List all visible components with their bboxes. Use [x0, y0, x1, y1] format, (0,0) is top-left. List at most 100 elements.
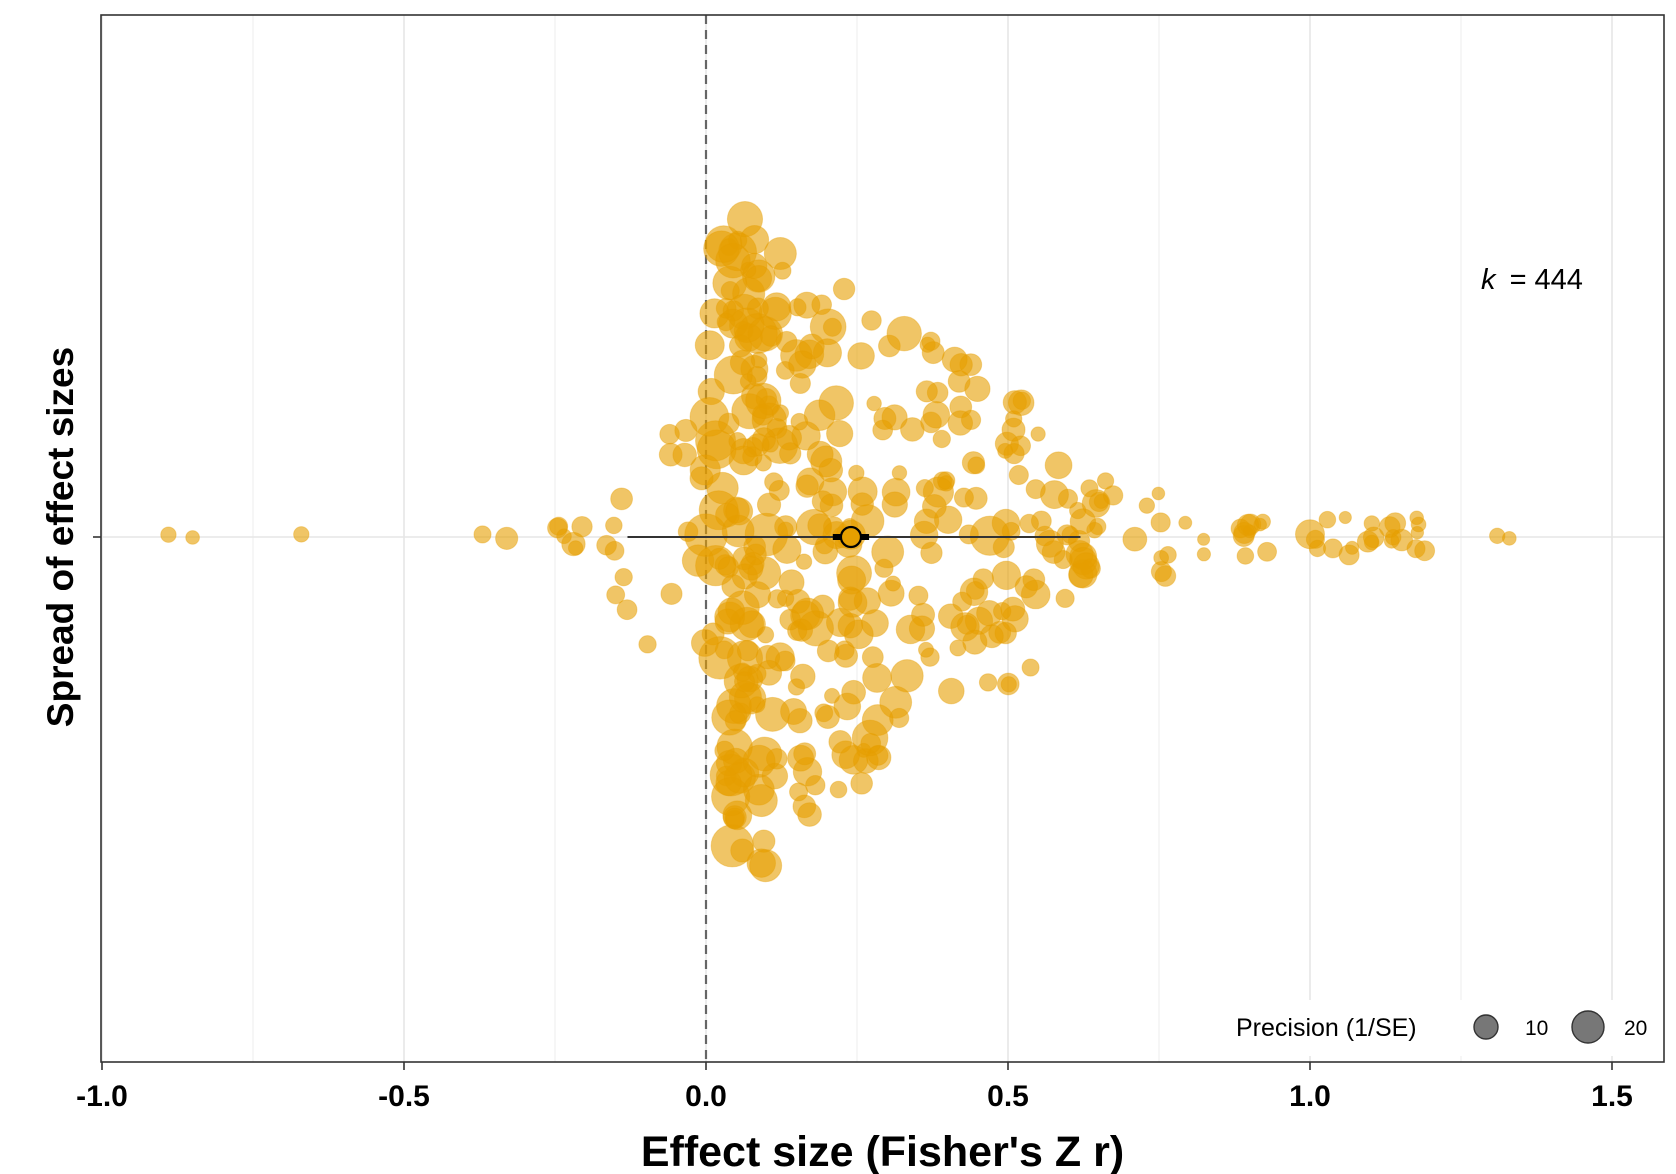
estimate-layer [627, 525, 1081, 549]
effect-size-point [861, 310, 882, 331]
effect-size-point [736, 639, 759, 662]
effect-size-point [293, 526, 310, 543]
x-tick-label: -1.0 [76, 1080, 128, 1113]
effect-size-point [780, 697, 808, 725]
x-tick-label: 0.0 [685, 1080, 727, 1113]
effect-size-point [790, 663, 816, 690]
effect-size-point [818, 385, 854, 421]
effect-size-point [1096, 472, 1115, 490]
effect-size-point [1322, 538, 1343, 559]
effect-size-point [567, 540, 584, 556]
effect-size-point [1007, 389, 1035, 416]
effect-size-point [1068, 562, 1094, 589]
x-tick-label: 1.5 [1591, 1080, 1633, 1113]
effect-size-point [915, 380, 938, 403]
effect-size-point [1257, 541, 1278, 562]
effect-size-point [960, 409, 982, 431]
legend-entry-label: 20 [1624, 1017, 1647, 1040]
effect-size-point [915, 479, 934, 498]
effect-size-point [768, 479, 790, 501]
effect-size-point [547, 517, 568, 539]
effect-size-point [614, 567, 633, 587]
effect-size-point [1254, 513, 1271, 530]
effect-size-point [694, 330, 725, 361]
k-value: = 444 [1510, 264, 1583, 296]
effect-size-point [1020, 579, 1051, 610]
effect-size-point [933, 505, 963, 535]
legend: Precision (1/SE) 10 20 [1228, 1000, 1660, 1056]
effect-size-point [860, 732, 882, 754]
legend-size-key [1571, 1010, 1605, 1044]
effect-size-point [967, 456, 986, 475]
effect-size-point [979, 624, 1004, 649]
effect-size-point [711, 776, 751, 817]
effect-size-point [890, 659, 924, 693]
effect-size-point [1384, 529, 1402, 546]
effect-size-point [937, 677, 965, 705]
x-tick-label: 1.0 [1289, 1080, 1331, 1113]
effect-size-point [789, 782, 809, 802]
effect-size-point [992, 536, 1015, 559]
effect-size-point [950, 612, 980, 642]
effect-size-point [495, 526, 519, 550]
effect-size-point [1003, 442, 1025, 465]
effect-size-point [1138, 497, 1156, 514]
effect-size-point [762, 436, 779, 453]
effect-size-point [744, 784, 778, 818]
effect-size-point [749, 849, 783, 883]
effect-size-point [797, 610, 834, 647]
effect-size-point [715, 242, 751, 279]
effect-size-point [908, 585, 929, 606]
effect-size-point [739, 225, 770, 255]
effect-size-point [711, 699, 748, 736]
panel-border [100, 14, 1665, 1063]
effect-size-point [806, 440, 834, 468]
effect-size-point [795, 553, 813, 570]
effect-size-point [829, 780, 848, 799]
effect-size-point [889, 707, 910, 729]
effect-size-point [866, 395, 882, 412]
effect-size-point [795, 474, 819, 498]
effect-size-point [909, 520, 939, 550]
effect-size-point [779, 442, 802, 465]
effect-size-point [714, 740, 735, 761]
effect-size-point [895, 614, 926, 645]
effect-size-point [991, 560, 1022, 591]
effect-size-point [660, 582, 683, 605]
effect-size-point [1041, 540, 1066, 564]
effect-size-point [1039, 480, 1069, 510]
effect-size-point [756, 659, 783, 686]
effect-size-point [1150, 560, 1172, 583]
effect-size-point [922, 400, 951, 429]
effect-size-point [837, 565, 867, 595]
mean-estimate-point [839, 525, 863, 549]
effect-size-point [1061, 526, 1080, 544]
effect-size-point [747, 316, 784, 352]
effect-size-point [638, 635, 657, 654]
effect-size-point [1021, 658, 1040, 677]
effect-size-point [918, 641, 935, 658]
effect-size-point [941, 346, 968, 373]
x-tick-label: 0.5 [987, 1080, 1029, 1113]
effect-size-point [992, 602, 1012, 621]
effect-size-point [571, 515, 593, 538]
effect-size-point [713, 355, 753, 395]
effect-size-point [606, 585, 626, 605]
effect-size-point [767, 589, 788, 609]
effect-size-point [1414, 540, 1436, 562]
k-label: k = 444 [1481, 264, 1583, 296]
points-layer [160, 201, 1517, 883]
effect-size-point [160, 526, 177, 543]
legend-title: Precision (1/SE) [1236, 1014, 1417, 1042]
effect-size-point [728, 445, 759, 476]
effect-size-point [774, 515, 798, 539]
effect-size-point [828, 729, 853, 754]
effect-size-point [833, 692, 862, 721]
x-tick-label: -0.5 [378, 1080, 430, 1113]
effect-size-point [744, 543, 767, 566]
effect-size-point [672, 442, 698, 468]
effect-size-point [1236, 547, 1255, 565]
effect-size-point [953, 487, 974, 508]
effect-size-point [996, 672, 1020, 696]
effect-size-point [473, 525, 492, 544]
